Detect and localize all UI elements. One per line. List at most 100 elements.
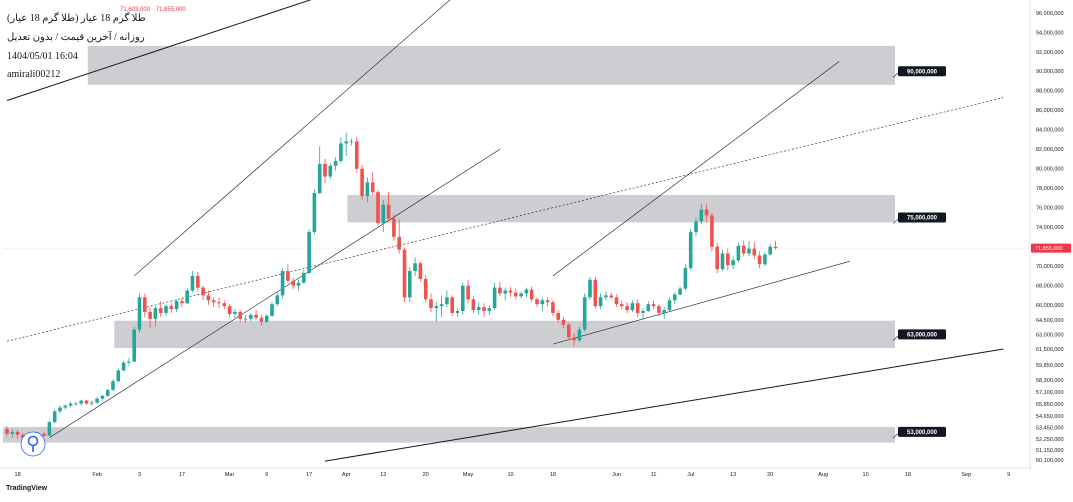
candle-body — [84, 400, 89, 404]
candle-body — [752, 248, 757, 256]
candle-body — [5, 428, 9, 434]
time-tick-label: Aug — [818, 472, 828, 478]
time-tick-label: Jun — [612, 472, 621, 478]
candle-body — [259, 317, 264, 322]
candle-body — [233, 311, 237, 314]
candle-body — [455, 311, 460, 313]
candle-body — [185, 290, 189, 304]
time-tick-label: 20 — [423, 472, 429, 478]
candle-body — [243, 318, 248, 320]
candle-body — [582, 297, 587, 330]
candle-body — [116, 370, 121, 382]
candle-body — [90, 402, 94, 404]
candle-body — [439, 304, 444, 307]
level-label-text: 90,000,000 — [907, 69, 938, 75]
price-tick-label: 58,300,000 — [1036, 378, 1064, 384]
price-tick-label: 90,000,000 — [1036, 69, 1064, 75]
candle-body — [763, 254, 767, 265]
trendline — [6, 0, 312, 101]
candle-body — [402, 249, 407, 298]
symbol-title: طلا گرم 18 عیار (طلا گرم 18 عیار) — [3, 12, 150, 25]
candle-body — [222, 303, 227, 307]
price-tick-label: 66,000,000 — [1036, 303, 1064, 309]
candle-body — [593, 279, 598, 307]
time-tick-label: Sep — [961, 472, 971, 478]
candle-body — [238, 311, 242, 319]
candle-body — [646, 304, 651, 312]
candle-body — [58, 407, 62, 412]
time-tick-label: 12 — [380, 472, 386, 478]
candle-body — [741, 245, 746, 254]
zone-box — [347, 195, 895, 223]
price-tick-label: 70,000,000 — [1036, 264, 1064, 270]
level-label-box — [898, 329, 946, 340]
price-tick-label: 59,850,000 — [1036, 363, 1064, 369]
candles — [5, 132, 778, 440]
candle-body — [111, 381, 115, 390]
candle-body — [408, 271, 412, 298]
tradingview-logo[interactable]: TradingView — [6, 485, 47, 492]
candle-body — [572, 337, 576, 341]
candle-body — [376, 192, 380, 224]
candle-body — [100, 395, 105, 399]
candle-body — [137, 297, 142, 330]
trendline — [324, 348, 1004, 462]
price-tick-label: 64,500,000 — [1036, 318, 1064, 324]
candle-body — [620, 304, 624, 307]
candle-body — [598, 297, 603, 307]
level-label-text: 63,000,000 — [907, 333, 938, 339]
candle-body — [561, 319, 566, 325]
candle-body — [196, 275, 200, 288]
ohlc-readout: 71,603,000 71,855,000 — [120, 7, 190, 13]
candle-body — [121, 362, 126, 371]
candle-body — [74, 403, 78, 405]
candle-body — [286, 271, 290, 281]
time-tick-label: 17 — [179, 472, 185, 478]
candle-body — [127, 361, 131, 363]
candle-body — [609, 295, 613, 298]
level-label-text: 53,000,000 — [907, 430, 938, 436]
time-tick-label: 18 — [15, 472, 21, 478]
time-axis: 18 Feb 3 17 Mar 9 17 Apr 12 20 May 10 18 Jun 11 Jul 13 20… — [0, 467, 1030, 478]
level-labels: 90,000,000 75,000,000 63,000,000 53,000,000 — [892, 66, 946, 439]
price-tick-label: 78,000,000 — [1036, 186, 1064, 192]
replay-bubble-icon — [20, 431, 46, 457]
candle-body — [21, 434, 25, 438]
candle-body — [79, 400, 83, 404]
price-tick-label: 63,000,000 — [1036, 332, 1064, 338]
candle-body — [47, 422, 52, 436]
price-axis: 96,000,000 94,000,000 92,000,000 90,000,000… — [20, 0, 1071, 470]
candle-body — [630, 303, 635, 311]
candle-body — [307, 232, 311, 273]
candle-body — [731, 260, 735, 266]
support-resistance-zones — [3, 45, 896, 443]
candle-body — [333, 160, 338, 166]
tradingview-logo-text: TradingView — [6, 485, 48, 492]
candle-body — [514, 292, 518, 297]
candle-body — [254, 314, 258, 318]
time-tick-label: Apr — [342, 472, 351, 478]
candle-body — [180, 301, 184, 304]
candle-body — [773, 246, 778, 249]
candle-body — [302, 272, 306, 283]
candle-body — [662, 310, 666, 313]
candle-body — [169, 306, 174, 310]
candle-body — [519, 293, 523, 297]
time-tick-label: Mar — [225, 472, 235, 478]
candle-body — [291, 280, 295, 286]
candle-body — [635, 303, 640, 313]
candle-body — [720, 253, 725, 270]
candle-body — [535, 299, 539, 305]
candle-body — [545, 300, 550, 303]
level-label-text: 75,000,000 — [907, 216, 938, 222]
candle-body — [540, 300, 545, 305]
candle-body — [434, 306, 439, 309]
ohlc-value: 71,603,000 — [120, 7, 151, 13]
price-tick-label: 74,000,000 — [1036, 225, 1064, 231]
candle-body — [768, 246, 772, 255]
price-tick-label: 88,000,000 — [1036, 89, 1064, 95]
price-tick-label: 61,500,000 — [1036, 347, 1064, 353]
candle-body — [556, 312, 560, 320]
